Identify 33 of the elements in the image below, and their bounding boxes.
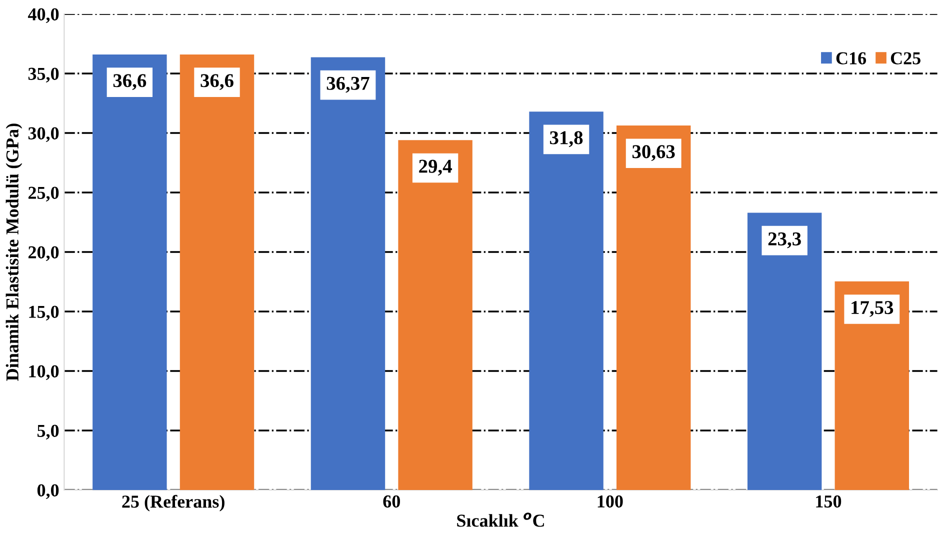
y-tick-label: 35,0 <box>28 68 59 83</box>
x-axis-title: Sıcaklık $^{o}$C <box>457 512 544 527</box>
data-label: 23,3 <box>768 232 801 248</box>
bar <box>834 281 910 490</box>
y-tick-label: 40,0 <box>28 8 59 24</box>
bar <box>398 140 472 490</box>
data-label: 36,6 <box>200 74 234 90</box>
y-tick-label: 0,0 <box>37 484 59 500</box>
bar <box>616 126 691 490</box>
bar <box>310 57 386 490</box>
y-tick-label: 30,0 <box>28 127 59 142</box>
y-tick-label: 20,0 <box>28 246 59 262</box>
x-tick-label: 25 (Referans) <box>122 494 224 512</box>
y-tick-label: 25,0 <box>28 186 59 202</box>
legend-label: C25 <box>890 52 920 64</box>
data-label: 36,37 <box>326 76 370 93</box>
bar <box>92 54 167 490</box>
bar <box>747 212 822 490</box>
legend-label: C16 <box>836 52 866 64</box>
data-label: 36,6 <box>113 74 146 90</box>
data-label: 30,63 <box>632 145 675 162</box>
y-tick-label: 10,0 <box>29 365 59 380</box>
bar <box>180 54 254 490</box>
y-tick-label: 15,0 <box>29 306 59 321</box>
data-label: 31,8 <box>550 131 583 148</box>
x-tick-label: 150 <box>816 495 842 508</box>
data-label: 17,53 <box>852 301 894 317</box>
x-tick-label: 60 <box>383 495 400 508</box>
bar <box>529 112 604 490</box>
x-tick-label: 100 <box>598 495 623 508</box>
y-axis-title: Dinamik Elastisite Modulü (GPa) <box>6 124 22 381</box>
y-tick-label: 5,0 <box>37 424 59 440</box>
data-label: 29,4 <box>419 160 452 176</box>
